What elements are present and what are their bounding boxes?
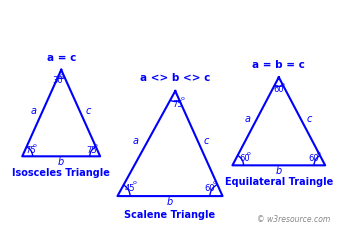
Text: Equilateral Traingle: Equilateral Traingle — [225, 177, 333, 187]
Text: 60: 60 — [273, 85, 284, 94]
Text: o: o — [281, 82, 285, 87]
Text: c: c — [85, 106, 91, 116]
Text: a = b = c: a = b = c — [252, 60, 305, 70]
Text: o: o — [133, 180, 137, 185]
Text: a: a — [245, 114, 251, 124]
Text: 75: 75 — [172, 100, 183, 109]
Text: 45: 45 — [125, 184, 135, 193]
Text: o: o — [33, 143, 37, 148]
Text: 30: 30 — [52, 76, 63, 85]
Text: a <> b <> c: a <> b <> c — [140, 73, 210, 83]
Text: 75: 75 — [86, 146, 97, 155]
Text: o: o — [247, 151, 251, 156]
Text: 60: 60 — [205, 184, 215, 193]
Text: b: b — [58, 157, 64, 167]
Text: b: b — [167, 197, 173, 207]
Text: 60: 60 — [239, 154, 250, 163]
Text: 75: 75 — [26, 146, 36, 155]
Text: b: b — [276, 166, 282, 176]
Text: o: o — [60, 73, 64, 78]
Text: a: a — [133, 137, 138, 146]
Text: o: o — [94, 143, 97, 148]
Text: c: c — [204, 137, 209, 146]
Text: Scalene Triangle: Scalene Triangle — [124, 210, 216, 220]
Text: c: c — [307, 114, 312, 124]
Text: a: a — [31, 106, 37, 116]
Text: © w3resource.com: © w3resource.com — [257, 215, 330, 224]
Text: a = c: a = c — [47, 53, 76, 63]
Text: Isosceles Triangle: Isosceles Triangle — [12, 167, 110, 178]
Text: 60: 60 — [309, 154, 319, 163]
Text: o: o — [316, 151, 320, 156]
Text: o: o — [213, 180, 217, 185]
Text: o: o — [180, 96, 184, 101]
